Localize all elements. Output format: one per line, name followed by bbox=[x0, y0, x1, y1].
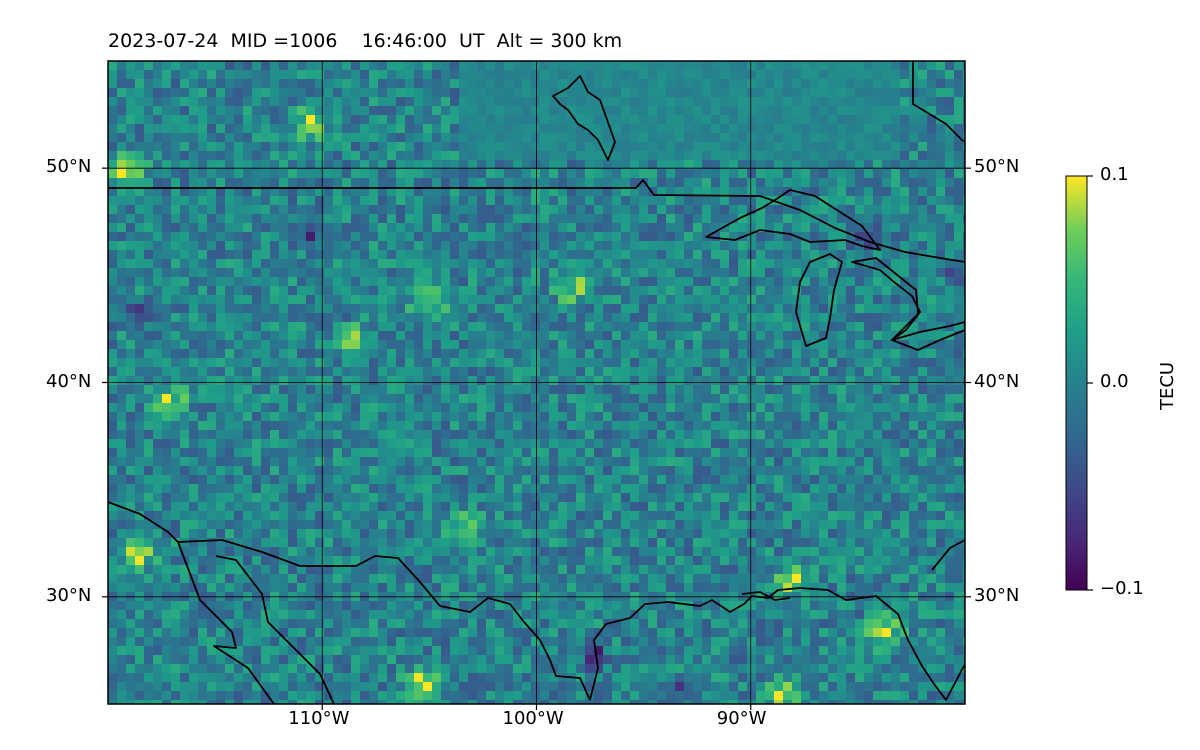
james-bay-coast bbox=[552, 75, 616, 161]
colorbar-tick-label: 0.1 bbox=[1100, 164, 1129, 185]
gridlines bbox=[108, 61, 965, 704]
lon-label: 100°W bbox=[502, 708, 564, 729]
lon-ticks bbox=[321, 704, 752, 710]
map-title: 2023-07-24 MID =1006 16:46:00 UT Alt = 3… bbox=[108, 30, 623, 52]
lat-label: 50°N bbox=[46, 156, 92, 178]
us-mexico-border bbox=[108, 501, 591, 701]
ne-coast bbox=[912, 61, 965, 143]
baja-california bbox=[177, 541, 275, 704]
colorbar bbox=[1065, 175, 1088, 591]
colorbar-label: TECU bbox=[1157, 361, 1178, 410]
lake-superior bbox=[705, 189, 881, 251]
lon-label: 110°W bbox=[288, 708, 350, 729]
gulf-of-california bbox=[215, 555, 335, 704]
lat-label: 50°N bbox=[974, 156, 1020, 178]
lake-michigan bbox=[795, 253, 843, 347]
lat-label: 40°N bbox=[46, 370, 92, 392]
colorbar-ticks bbox=[1087, 175, 1093, 591]
lon-label: 90°W bbox=[716, 708, 767, 729]
lat-label: 40°N bbox=[974, 370, 1020, 392]
tec-heatmap bbox=[108, 61, 965, 704]
lat-label: 30°N bbox=[46, 584, 92, 606]
lat-label: 30°N bbox=[974, 584, 1020, 606]
border-us-canada bbox=[108, 179, 761, 197]
lake-erie bbox=[891, 321, 965, 351]
colorbar-tick-label: −0.1 bbox=[1100, 578, 1144, 599]
colorbar-tick-label: 0.0 bbox=[1100, 371, 1129, 392]
lat-ticks bbox=[102, 167, 971, 598]
florida-coast bbox=[931, 539, 965, 571]
canada-coast-east bbox=[759, 195, 965, 263]
